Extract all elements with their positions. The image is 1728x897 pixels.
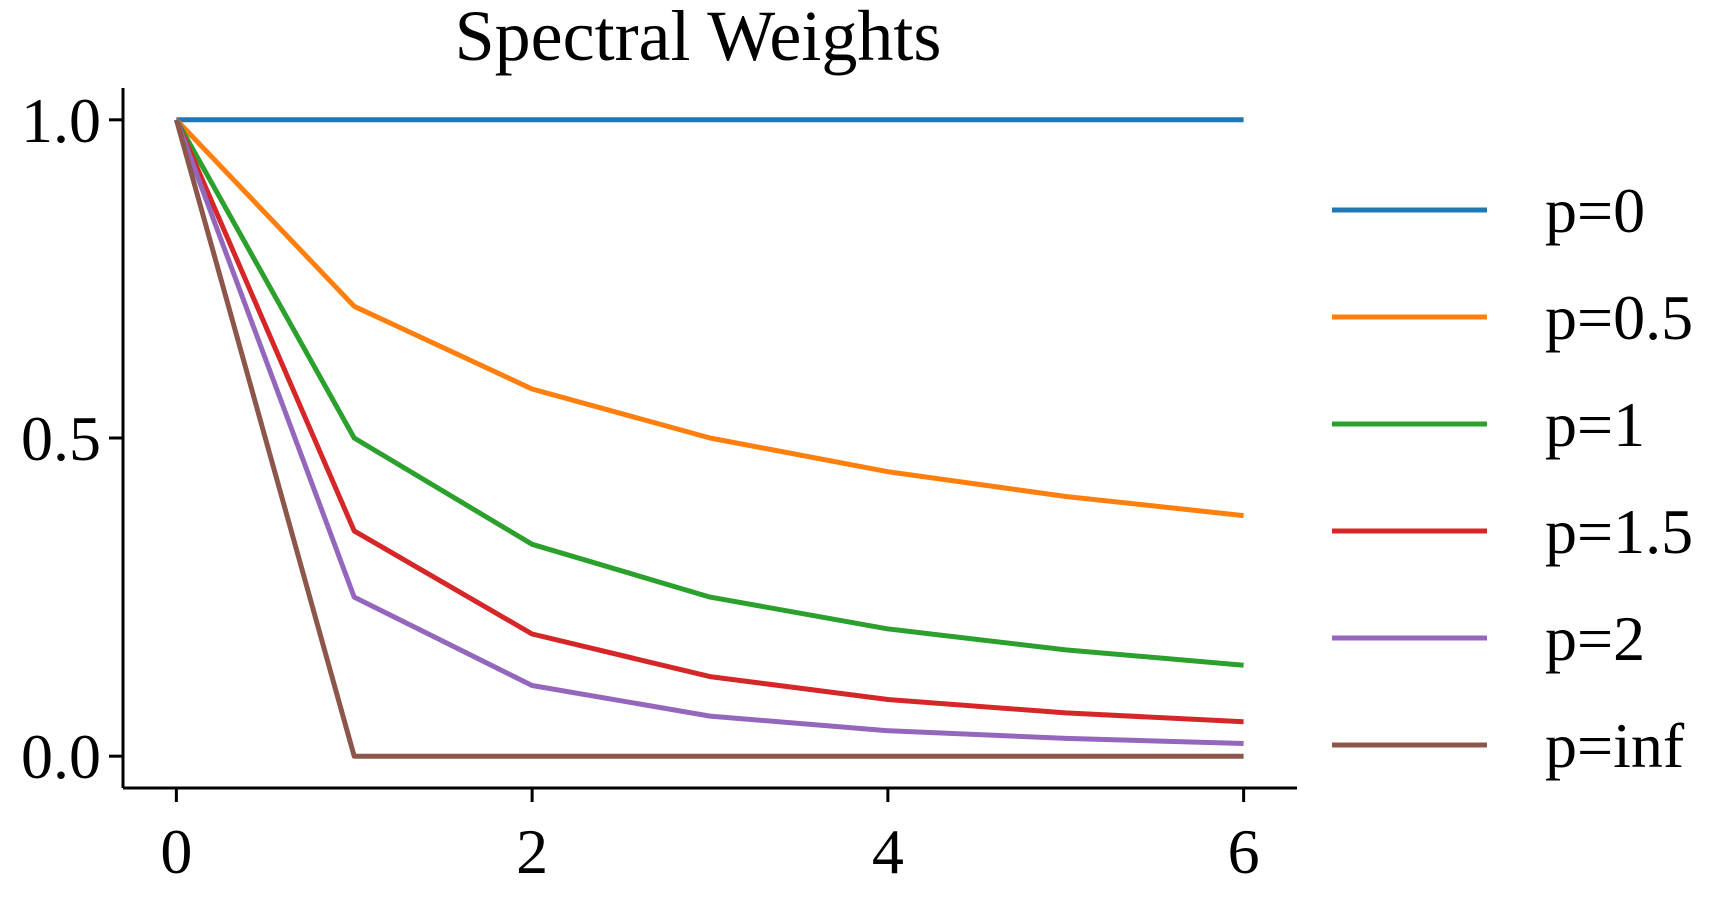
y-tick-label: 0.5: [21, 403, 101, 474]
y-tick-label: 1.0: [21, 85, 101, 156]
series-line-p-0-5: [174, 118, 1244, 519]
y-tick-label: 0.0: [21, 721, 101, 792]
legend: p=0 p=0.5 p=1 p=1.5 p=2 p=inf: [1332, 175, 1693, 781]
series-line-p-1: [174, 118, 1244, 668]
chart-title: Spectral Weights: [455, 0, 942, 76]
series-line-p-inf: [173, 119, 1244, 759]
legend-label-p-2: p=2: [1545, 603, 1645, 674]
x-tick-label: 2: [516, 816, 548, 887]
legend-label-p-inf: p=inf: [1545, 710, 1685, 781]
series-line-p-1-5: [174, 118, 1244, 725]
series-lines: [173, 117, 1244, 759]
y-axis-ticks: 0.0 0.5 1.0: [21, 85, 123, 792]
legend-label-p-0-5: p=0.5: [1545, 282, 1693, 353]
legend-label-p-0: p=0: [1545, 175, 1645, 246]
x-tick-label: 6: [1228, 816, 1260, 887]
legend-label-p-1: p=1: [1545, 389, 1645, 460]
x-tick-label: 0: [160, 816, 192, 887]
legend-label-p-1-5: p=1.5: [1545, 496, 1693, 567]
x-axis-ticks: 0 2 4 6: [160, 788, 1260, 887]
x-tick-label: 4: [872, 816, 904, 887]
series-line-p-2: [174, 118, 1244, 746]
